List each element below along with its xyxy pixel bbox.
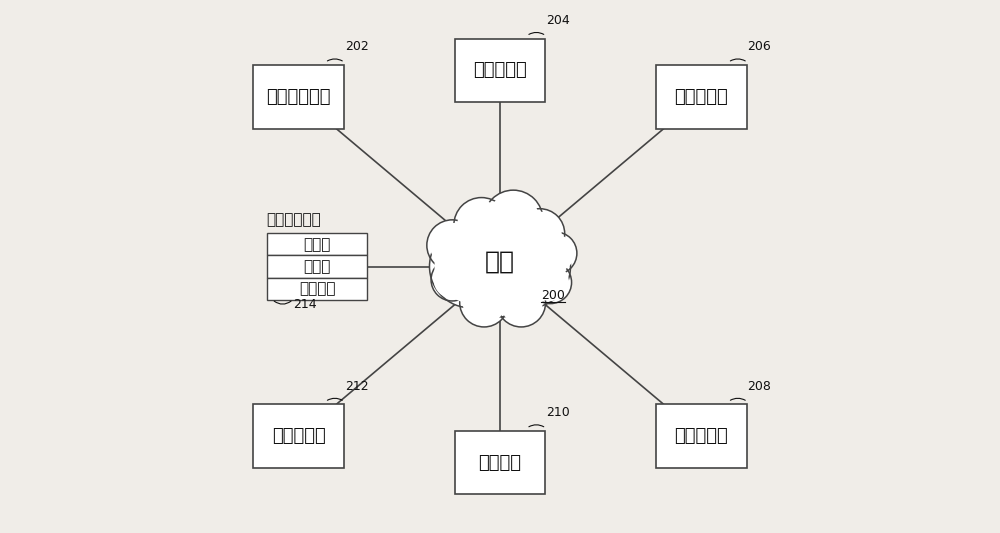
- Text: 可穿戴装置: 可穿戴装置: [675, 88, 728, 106]
- Text: 206: 206: [748, 41, 771, 53]
- Circle shape: [450, 216, 550, 317]
- Circle shape: [431, 259, 473, 301]
- Circle shape: [500, 281, 543, 324]
- Circle shape: [487, 193, 539, 246]
- Circle shape: [463, 281, 506, 324]
- Circle shape: [534, 232, 577, 274]
- Text: 存储器: 存储器: [303, 237, 331, 252]
- Text: 208: 208: [748, 379, 771, 393]
- Circle shape: [532, 264, 569, 301]
- FancyBboxPatch shape: [656, 405, 747, 468]
- Text: 200: 200: [541, 289, 565, 302]
- Text: 智能电视机: 智能电视机: [675, 427, 728, 445]
- FancyBboxPatch shape: [455, 38, 545, 102]
- Text: 214: 214: [293, 298, 317, 311]
- Circle shape: [427, 220, 478, 271]
- Circle shape: [515, 209, 565, 259]
- FancyBboxPatch shape: [267, 233, 367, 255]
- Text: 网络: 网络: [485, 249, 515, 273]
- FancyBboxPatch shape: [253, 405, 344, 468]
- Circle shape: [456, 222, 544, 311]
- Circle shape: [497, 278, 546, 327]
- FancyBboxPatch shape: [656, 65, 747, 128]
- Circle shape: [434, 261, 471, 298]
- Text: 210: 210: [546, 406, 570, 419]
- Circle shape: [493, 230, 566, 303]
- Text: 平板计算机: 平板计算机: [272, 427, 325, 445]
- FancyBboxPatch shape: [455, 431, 545, 495]
- Circle shape: [457, 201, 506, 249]
- Circle shape: [484, 190, 543, 249]
- Text: 因特网服务器: 因特网服务器: [267, 212, 321, 227]
- Circle shape: [430, 223, 475, 268]
- Text: 204: 204: [546, 14, 570, 27]
- Circle shape: [488, 225, 571, 308]
- Text: 202: 202: [345, 41, 368, 53]
- Circle shape: [460, 278, 508, 327]
- Circle shape: [434, 230, 507, 303]
- FancyBboxPatch shape: [267, 255, 367, 278]
- Circle shape: [537, 235, 574, 272]
- Circle shape: [529, 261, 572, 304]
- FancyBboxPatch shape: [267, 278, 367, 300]
- Circle shape: [454, 198, 509, 253]
- Circle shape: [429, 225, 512, 308]
- FancyBboxPatch shape: [253, 65, 344, 128]
- Text: 智能电话: 智能电话: [478, 454, 522, 472]
- Text: 网络接口: 网络接口: [299, 281, 335, 296]
- Text: 台式计算机: 台式计算机: [473, 61, 527, 79]
- Circle shape: [518, 212, 562, 255]
- Text: 处理器: 处理器: [303, 259, 331, 274]
- Text: 笔记本计算机: 笔记本计算机: [266, 88, 331, 106]
- Text: 212: 212: [345, 379, 368, 393]
